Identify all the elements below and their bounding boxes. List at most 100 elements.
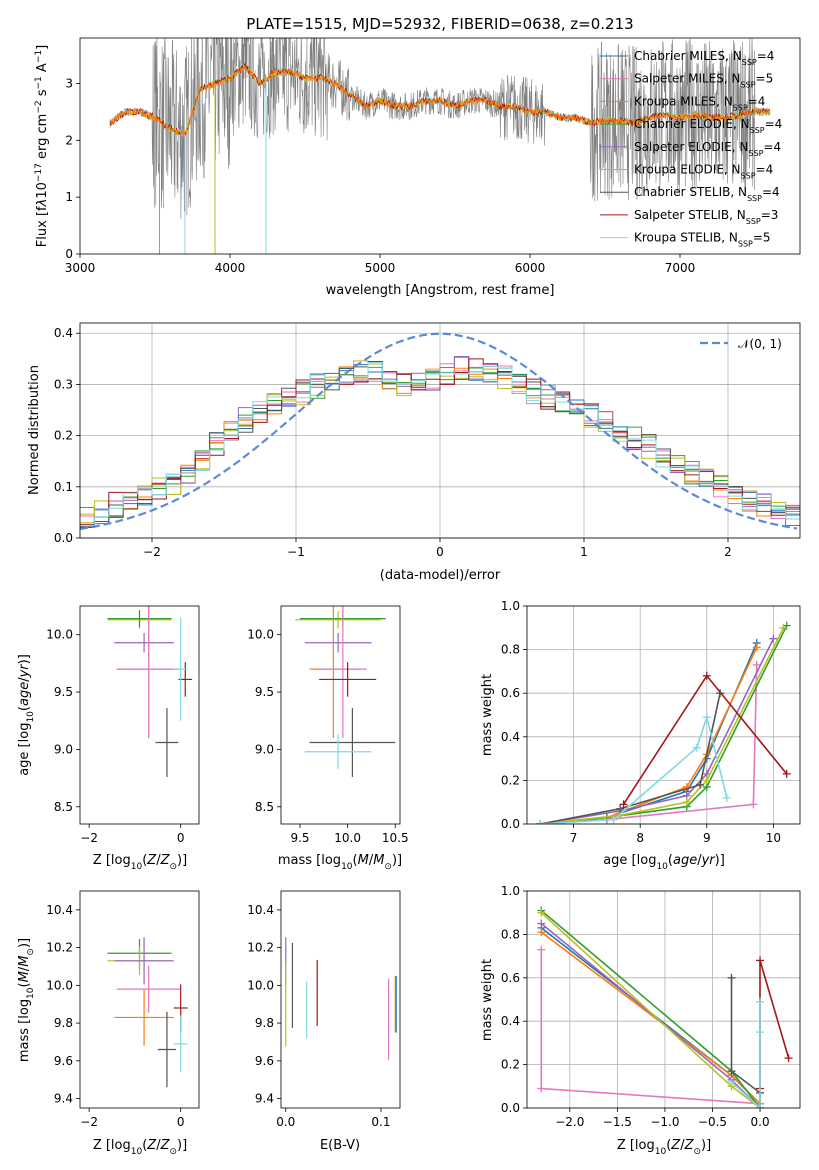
label-part: 10 [655, 1147, 667, 1157]
label-part: age [673, 853, 697, 868]
series-marker [756, 997, 765, 1006]
series-marker [696, 780, 705, 789]
series-line [540, 909, 761, 1108]
axes-frame [280, 605, 401, 825]
label-part: ⊙ [693, 1147, 701, 1157]
series-marker [784, 1054, 793, 1063]
label-part: / [156, 853, 161, 868]
mass-vs-metallicity-panel: −2 09.49.69.810.010.210.4Z [log10(Z/Z⊙)]m… [17, 890, 200, 1157]
y-tick-label: 0 [65, 247, 73, 261]
y-tick-label: 0.4 [501, 730, 520, 744]
x-tick-label: 10.0 [334, 831, 361, 845]
x-tick-label: −2 [80, 831, 98, 845]
legend-n-eq: = [761, 208, 771, 222]
series-marker [682, 798, 691, 807]
label-part: ( [666, 1138, 671, 1153]
label-part: / [697, 853, 702, 868]
residual-histogram-panel: −2 −1 0 1 2 0.0 0.1 0.2 0.3 0.4 𝒩(0, 1) (data-model… [27, 322, 801, 583]
series-line [540, 912, 761, 1108]
label-part: M [373, 853, 384, 868]
y-tick-label: 2 [65, 133, 73, 147]
legend-n-value: 3 [771, 208, 779, 222]
series-marker [727, 1077, 736, 1086]
label-part: ( [142, 853, 147, 868]
label-part: 10 [341, 862, 353, 872]
y-tick-label: 0.6 [501, 686, 520, 700]
label-part: erg cm [35, 114, 50, 163]
legend-n-prefix: , N [730, 185, 747, 199]
label-part: 10 [35, 182, 50, 199]
x-tick-label: −2.0 [555, 1115, 584, 1129]
legend-model: Salpeter ELODIE [634, 140, 732, 154]
legend-n-value: 4 [772, 185, 780, 199]
series-marker [536, 820, 545, 824]
x-tick-label: 2 [724, 545, 732, 559]
y-tick-label: 9.5 [54, 685, 73, 699]
y-tick-label: 9.0 [54, 742, 73, 756]
plot-area [295, 606, 396, 777]
label-part: ⊙ [169, 862, 177, 872]
axes-frame [280, 890, 401, 1109]
label-part: )] [392, 853, 402, 868]
x-tick-label: 5000 [365, 261, 396, 275]
y-tick-label: 0.0 [501, 1101, 520, 1115]
plot-area [107, 937, 188, 1088]
y-tick-label: 9.4 [255, 1092, 274, 1106]
y-tick-label: 1.0 [501, 599, 520, 613]
x-axis-label: age [log10(age/yr)] [603, 853, 725, 872]
y-tick-label: 0.8 [501, 927, 520, 941]
series-line [540, 638, 775, 824]
legend-model: Chabrier MILES [634, 49, 725, 63]
x-tick-label: −1.0 [650, 1115, 679, 1129]
y-tick-label: 9.4 [54, 1092, 73, 1106]
y-axis-label: Normed distribution [27, 365, 42, 495]
y-tick-label: 10.4 [247, 903, 274, 917]
x-axis-label: Z [log10(Z/Z⊙)] [93, 1138, 187, 1157]
axes-frame [526, 605, 801, 825]
series-marker [692, 743, 701, 752]
y-axis-label: mass weight [480, 674, 495, 756]
label-part: Z [log [93, 853, 131, 868]
label-part: yr [701, 853, 717, 868]
y-tick-label: 0.0 [54, 531, 73, 545]
model-spectrum-line [109, 63, 771, 138]
y-tick-label: 9.5 [255, 685, 274, 699]
y-tick-label: 0.2 [54, 429, 73, 443]
legend-n-value: 4 [767, 49, 775, 63]
series-marker [779, 623, 788, 632]
y-tick-label: 3 [65, 76, 73, 90]
x-tick-label: 9 [703, 831, 711, 845]
x-axis-label: mass [log10(M/M⊙)] [278, 853, 402, 872]
label-part: / [17, 966, 32, 971]
label-part: −2 [34, 100, 44, 113]
legend-entry: Salpeter STELIB, NSSP=3 [634, 208, 778, 226]
x-tick-label: −1 [287, 545, 305, 559]
series-marker [752, 660, 761, 669]
legend-n-sub: SSP [748, 148, 763, 157]
y-tick-label: 0.1 [54, 480, 73, 494]
legend-model: Salpeter STELIB [634, 208, 729, 222]
label-part: / [369, 853, 374, 868]
legend-entry: 𝒩(0, 1) [738, 337, 782, 351]
axes-frame [79, 605, 200, 825]
x-tick-label: 0.0 [276, 1115, 295, 1129]
legend-entry: Chabrier ELODIE, NSSP=4 [634, 117, 782, 135]
y-axis-label: age [log10(age/yr)] [17, 654, 36, 776]
label-part: Flux [f [35, 206, 50, 247]
label-part: )] [701, 1138, 711, 1153]
y-tick-label: 0.3 [54, 377, 73, 391]
legend-n-value: 4 [758, 94, 766, 108]
series-marker [756, 1104, 765, 1108]
label-part: / [17, 677, 32, 682]
legend-n-eq: = [753, 231, 763, 245]
legend-n-eq: = [763, 140, 773, 154]
label-part: ( [668, 853, 673, 868]
legend-n-prefix: , N [732, 140, 749, 154]
axes-frame [79, 322, 801, 539]
legend-n-eq: = [756, 163, 766, 177]
label-part: Z [log [617, 1138, 655, 1153]
age-vs-metallicity-panel: −2 08.59.09.510.0Z [log10(Z/Z⊙)]age [log1… [17, 605, 200, 872]
legend-n-value: 4 [766, 163, 774, 177]
